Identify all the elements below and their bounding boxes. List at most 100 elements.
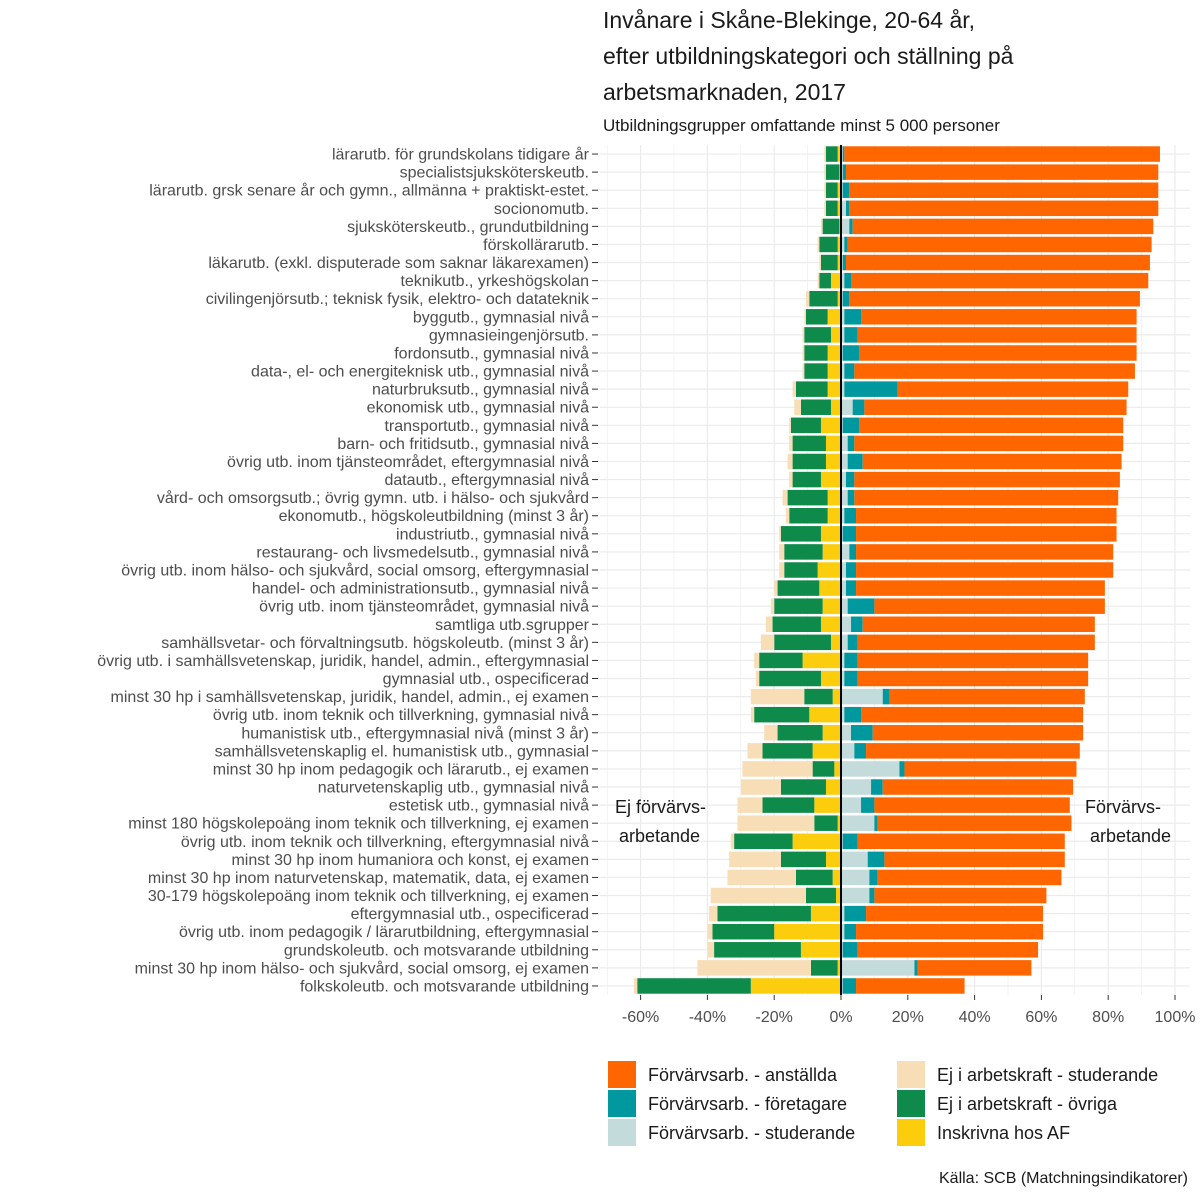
legend: Förvärvsarb. - anställda Ej i arbetskraft… [608,1061,1158,1146]
category-label: barn- och fritidsutb., gymnasial nivå [337,435,589,453]
bar-group [760,634,1095,651]
bar-segment-af [830,399,841,415]
bar-segment-stud_fa [841,688,883,705]
title-line-2: efter utbildningskategori och ställning … [603,43,1014,69]
bar-segment-anst [849,200,1159,217]
plot-area: lärarutb. för grundskolans tidigare årsp… [97,145,1195,1026]
bar-segment-stud_ej [750,688,805,705]
bar-segment-af [835,887,841,904]
legend-label: Ej i arbetskraft - studerande [937,1065,1158,1085]
bar-segment-ovr [784,544,823,560]
category-label: datautb., eftergymnasial nivå [384,471,589,489]
bar-segment-stud_ej [707,923,713,940]
bar-segment-ovr [754,706,810,723]
bar-segment-stud_fa [841,399,853,415]
category-labels: lärarutb. för grundskolans tidigare årsp… [97,146,598,995]
bar-segment-fore [846,200,850,217]
bar-segment-stud_ej [789,417,791,434]
bar-segment-ovr [819,236,838,253]
bar-segment-anst [859,417,1124,434]
bar-segment-stud_fa [841,869,870,886]
bar-segment-anst [857,942,1039,958]
bar-segment-ovr [825,164,840,180]
bar-segment-stud_fa [841,960,915,976]
bar-group [804,309,1137,325]
bar-segment-af [837,254,841,271]
bar-segment-fore [847,598,875,614]
bar-segment-af [827,489,841,506]
category-label: minst 30 hp i samhällsvetenskap, juridik… [111,689,589,706]
bar-segment-stud_fa [841,725,852,741]
bar-segment-anst [846,164,1159,180]
bar-group [779,544,1114,560]
category-label: industriutb., gymnasial nivå [396,525,589,543]
bar-segment-anst [884,851,1065,868]
bar-segment-anst [917,960,1032,976]
bar-segment-ovr [734,833,793,850]
bar-segment-af [810,905,841,922]
bar-group [779,526,1117,542]
bar-group [802,363,1135,379]
bar-segment-af [832,869,841,886]
bar-group [824,164,1159,180]
bar-segment-ovr [825,182,838,198]
bar-group [789,435,1124,452]
bar-segment-stud_ej [794,399,801,415]
bar-segment-stud_fa [841,598,848,614]
bar-segment-fore [844,905,867,922]
bar-group [764,725,1084,741]
category-label: minst 30 hp inom humaniora och konst, ej… [231,852,589,869]
bar-segment-fore [844,272,852,289]
bar-group [782,489,1119,506]
bar-segment-ovr [780,851,826,868]
legend-label: Inskrivna hos AF [937,1123,1070,1143]
bar-segment-stud_fa [841,905,845,922]
bar-segment-af [827,381,841,397]
bar-segment-af [800,942,841,958]
category-label: läkarutb. (exkl. disputerade som saknar … [208,255,589,272]
category-label: estetisk utb., gymnasial nivå [389,797,589,815]
bar-group [697,960,1032,976]
bar-segment-fore [842,146,845,162]
bar-segment-fore [849,218,853,235]
legend-swatch [897,1119,925,1146]
bar-segment-stud_ej [764,725,778,741]
bar-segment-ovr [804,327,831,343]
category-label: samhällsvetenskaplig el. humanistisk utb… [215,743,589,760]
bar-group [792,381,1129,397]
category-label: samtliga utb.sgrupper [435,617,590,634]
bar-segment-fore [851,725,873,741]
category-label: civilingenjörsutb.; teknisk fysik, elekt… [206,291,590,308]
category-label: ekonomisk utb., gymnasial nivå [367,399,589,417]
bars [633,146,1160,994]
bar-segment-anst [874,797,1070,813]
bar-segment-anst [856,544,1114,560]
bar-segment-stud_ej [727,869,796,886]
bar-segment-anst [864,399,1127,415]
bar-segment-stud_fa [841,471,847,488]
category-label: ekonomutb., högskoleutbildning (minst 3 … [279,507,589,525]
bar-segment-af [822,544,841,560]
bar-segment-af [830,327,841,343]
bar-segment-ovr [800,399,831,415]
bar-segment-fore [842,526,857,542]
annotation-left-line-2: arbetande [619,826,700,846]
bar-segment-af [830,272,841,289]
bar-segment-stud_fa [841,797,862,813]
bar-segment-stud_ej [760,634,775,651]
bar-segment-stud_fa [841,381,845,397]
bar-group [747,743,1080,759]
category-label: fordonsutb., gymnasial nivå [394,344,589,362]
bar-segment-ovr [780,779,826,795]
category-label: minst 30 hp inom hälso- och sjukvård, so… [135,959,589,977]
bar-segment-stud_ej [730,833,735,850]
bar-group [755,670,1089,687]
bar-segment-anst [856,507,1117,524]
bar-segment-anst [874,887,1047,904]
annotation-right-line-2: arbetande [1090,826,1171,846]
category-label: byggutb., gymnasial nivå [413,308,589,326]
category-label: socionomutb. [494,201,589,218]
bar-segment-ovr [804,345,828,361]
bar-segment-stud_fa [841,779,872,795]
bar-segment-stud_ej [707,942,715,958]
